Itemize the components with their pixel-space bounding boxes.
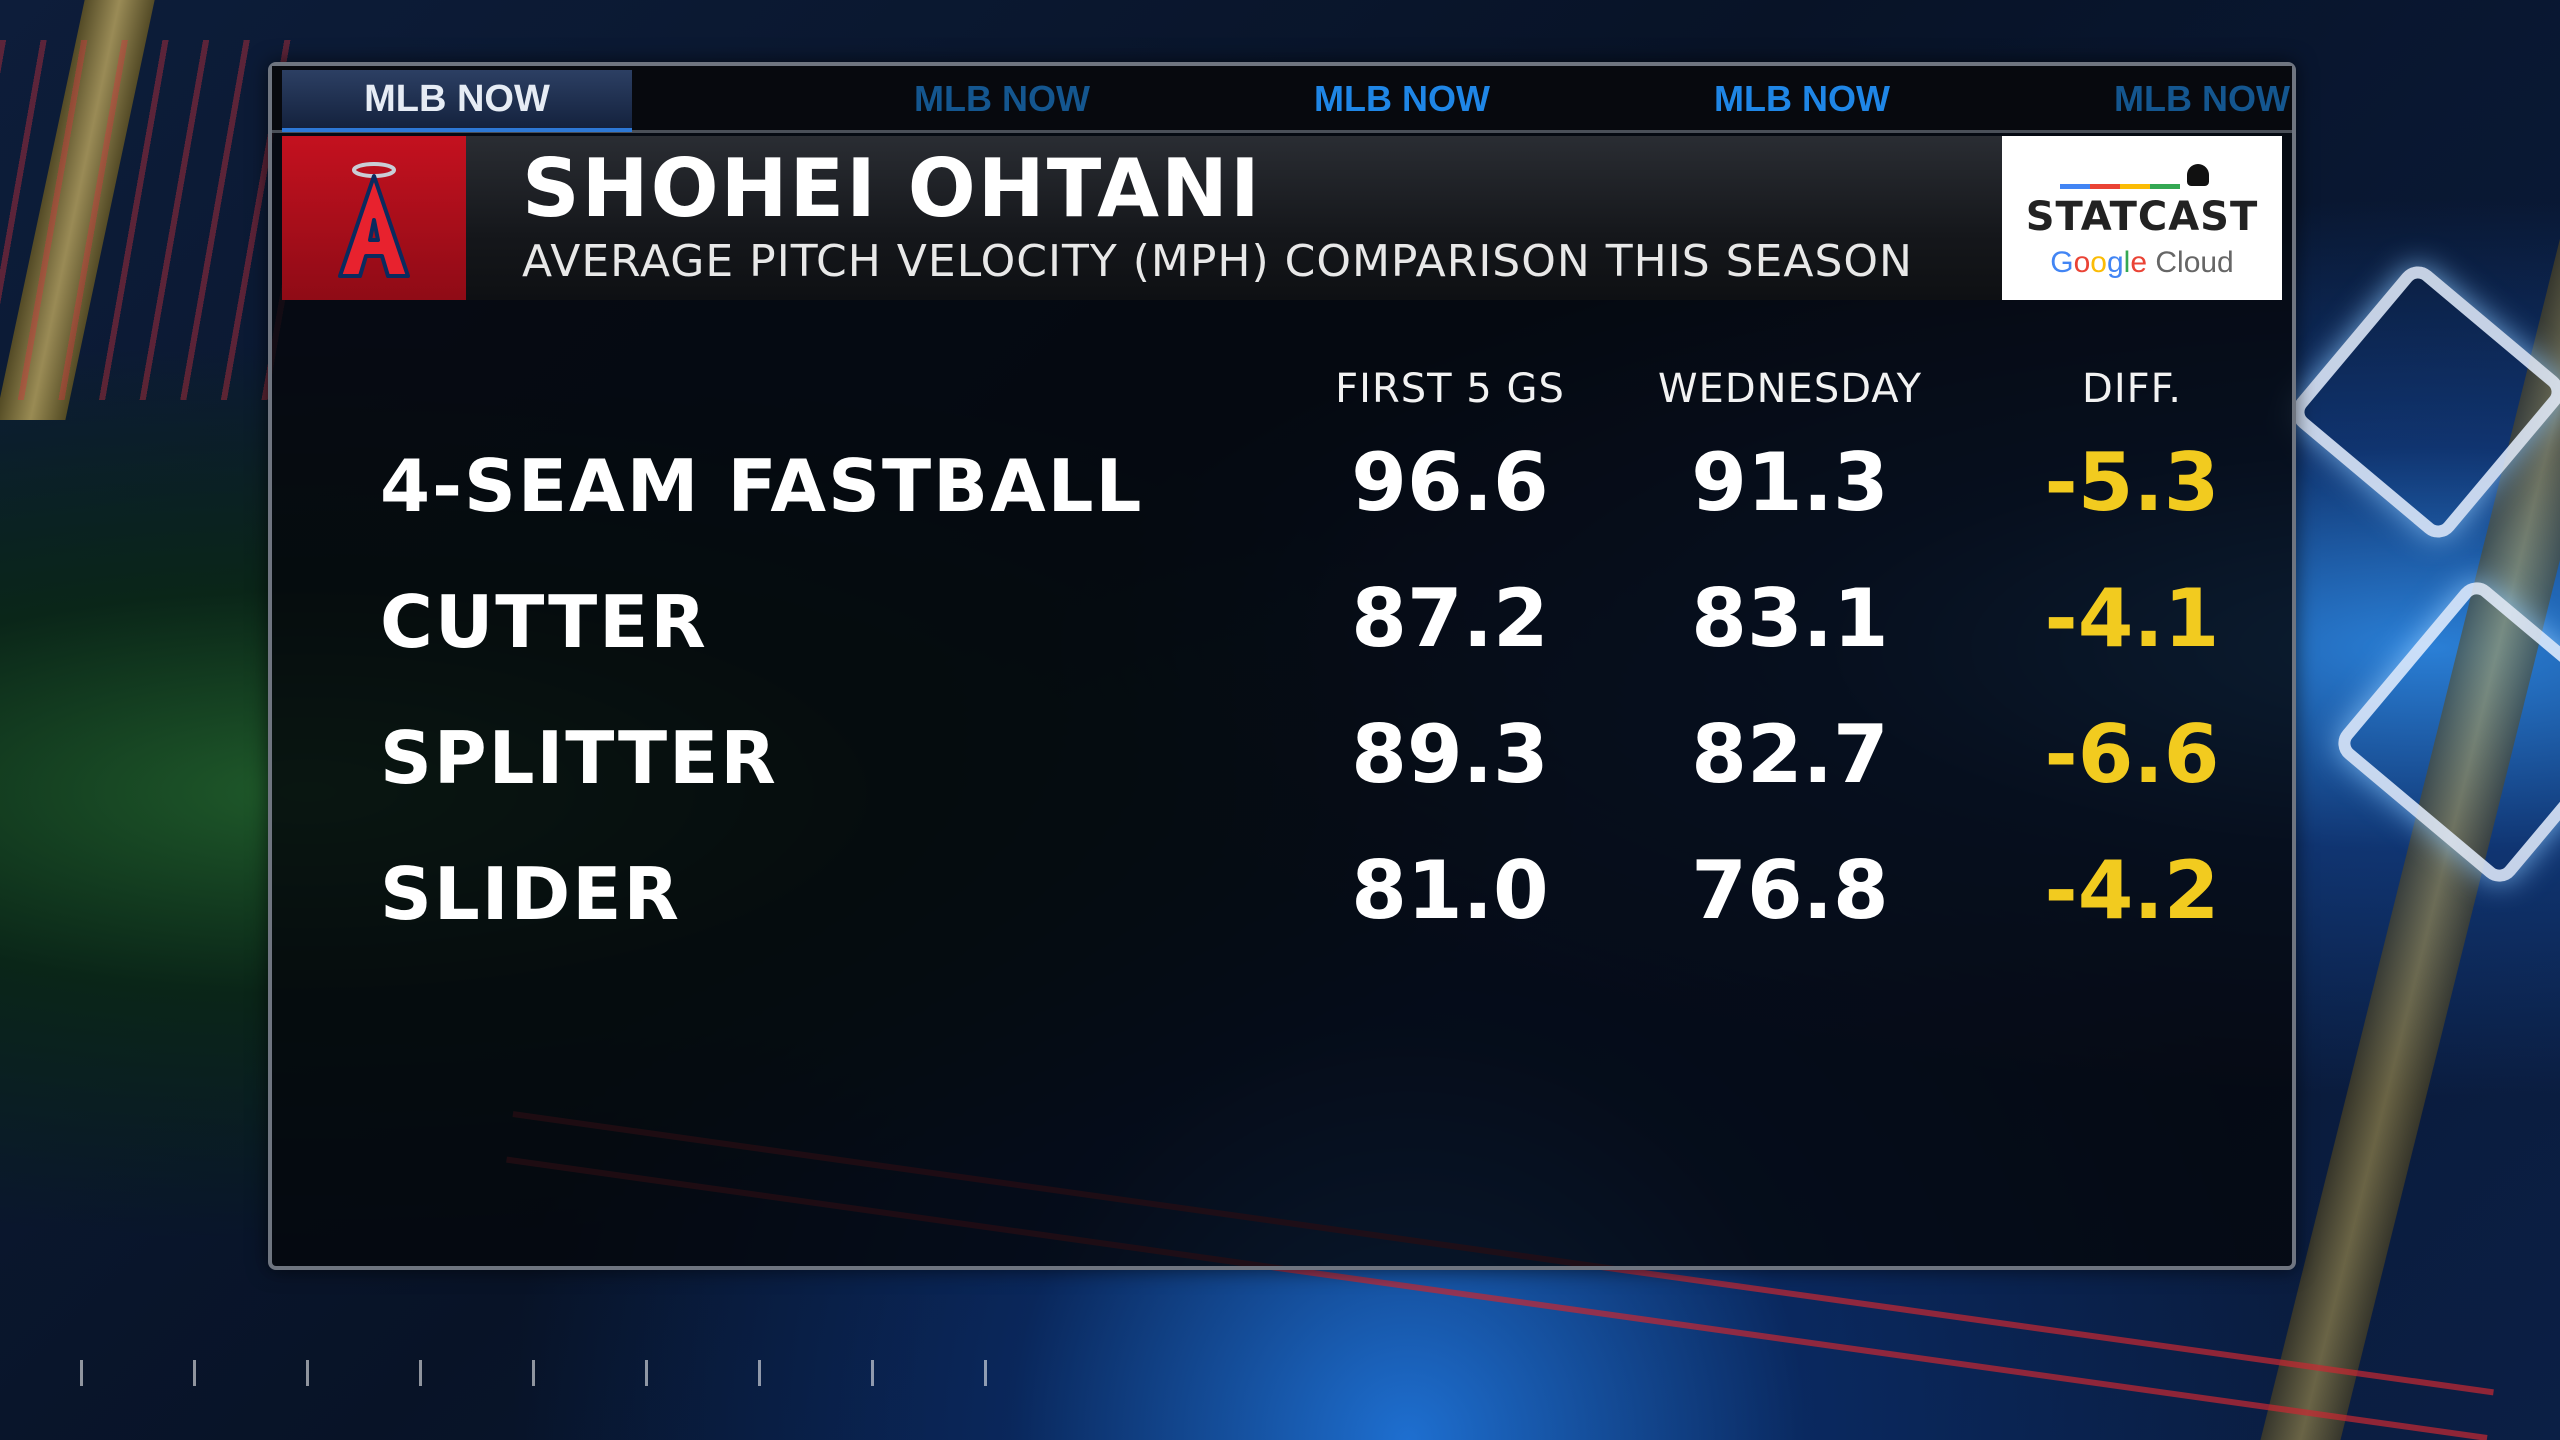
pitch-label: 4-SEAM FASTBALL	[380, 444, 1144, 528]
first5-value: 89.3	[1351, 708, 1549, 801]
statcast-logo: STATCAST Google Cloud	[2002, 136, 2282, 300]
wednesday-value: 82.7	[1691, 708, 1889, 801]
wednesday-value: 76.8	[1691, 844, 1889, 937]
pitch-label: CUTTER	[380, 580, 708, 664]
diff-value: -6.6	[2044, 708, 2220, 801]
wednesday-value: 83.1	[1691, 572, 1889, 665]
column-header-first5: FIRST 5 GS	[1335, 366, 1565, 412]
statcast-word: STATCAST	[2025, 194, 2259, 240]
angels-halo-a-icon	[338, 162, 410, 278]
first5-value: 87.2	[1351, 572, 1549, 665]
bg-ticks	[80, 1360, 987, 1386]
team-logo	[282, 136, 466, 300]
bg-neon-shape	[2330, 574, 2560, 890]
ticker-active-item: MLB NOW	[282, 70, 632, 132]
first5-value: 81.0	[1351, 844, 1549, 937]
diff-value: -5.3	[2044, 436, 2220, 529]
ticker-item: MLB NOW	[1314, 78, 1490, 119]
column-header-diff: DIFF.	[2082, 366, 2182, 412]
ticker-item: MLB NOW	[1714, 78, 1890, 119]
wednesday-value: 91.3	[1691, 436, 1889, 529]
statcast-stripe	[2060, 184, 2180, 189]
pitch-label: SPLITTER	[380, 716, 778, 800]
ticker-item: MLB NOW	[2114, 78, 2290, 119]
player-name: SHOHEI OHTANI	[522, 142, 1262, 235]
batter-icon	[2187, 164, 2209, 186]
header-bar: SHOHEI OHTANI AVERAGE PITCH VELOCITY (MP…	[282, 136, 2282, 300]
bg-rail-left	[0, 40, 300, 400]
column-header-wednesday: WEDNESDAY	[1658, 366, 1922, 412]
ticker-item: MLB NOW	[914, 78, 1090, 119]
first5-value: 96.6	[1351, 436, 1549, 529]
diff-value: -4.2	[2044, 844, 2220, 937]
pitch-label: SLIDER	[380, 852, 681, 936]
stats-panel: MLB NOW MLB NOW MLB NOW MLB NOW MLB NOW …	[268, 62, 2296, 1270]
google-cloud-word: Google Cloud	[2050, 246, 2234, 279]
graphic-subtitle: AVERAGE PITCH VELOCITY (MPH) COMPARISON …	[522, 236, 1913, 287]
ticker-bar: MLB NOW MLB NOW MLB NOW MLB NOW MLB NOW	[272, 66, 2292, 133]
diff-value: -4.1	[2044, 572, 2220, 665]
